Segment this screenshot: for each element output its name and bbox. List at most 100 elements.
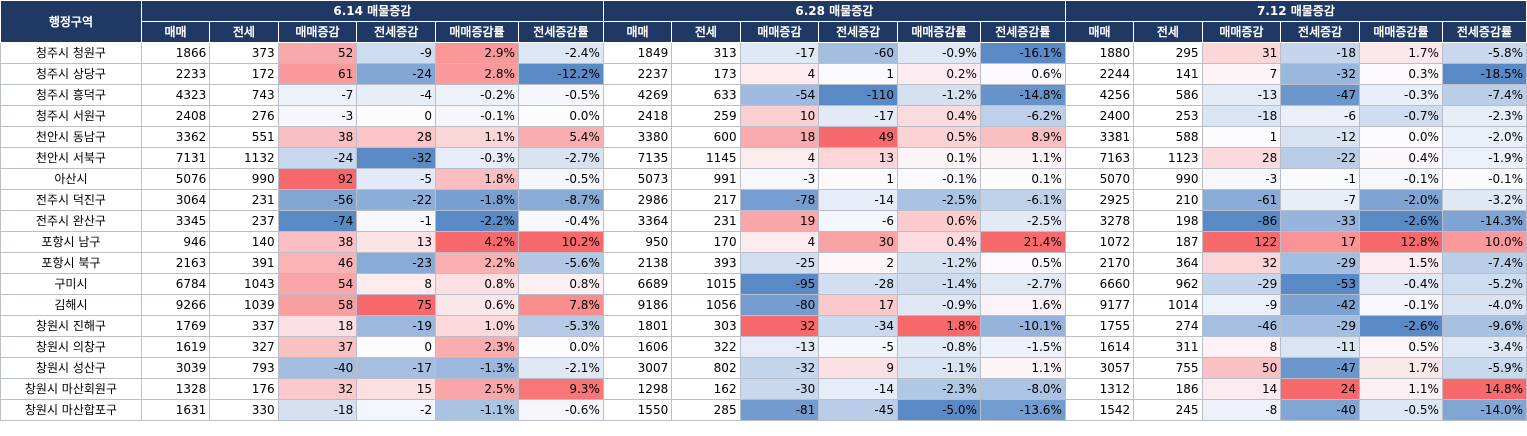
jeonse-change-cell: -53 (1280, 273, 1360, 295)
sale-change-cell: -13 (739, 336, 820, 358)
table-body: 청주시 청원구 1866 373 52 -9 2.9% -2.4% 1849 313 -17 -60… (0, 42, 1527, 421)
group-header-0614: 6.14 매물증감 (140, 0, 604, 22)
jeonse-change-cell: -19 (356, 315, 437, 337)
region-cell: 창원시 진해구 (0, 315, 142, 337)
jeonse-rate-cell: 1.6% (979, 294, 1066, 316)
sale-rate-cell: 0.6% (435, 294, 519, 316)
sale-rate-cell: -0.3% (435, 147, 519, 169)
jeonse-cell: 1123 (1133, 147, 1203, 169)
jeonse-cell: 187 (1133, 231, 1203, 253)
jeonse-change-cell: -2 (356, 399, 437, 421)
jeonse-change-cell: -32 (356, 147, 437, 169)
jeonse-rate-cell: -0.6% (517, 399, 604, 421)
sale-cell: 5076 (140, 168, 211, 190)
jeonse-change-cell: 8 (356, 273, 437, 295)
sale-rate-cell: -2.6% (1359, 210, 1443, 232)
col-header-jeonse-change: 전세증감 (818, 21, 899, 43)
col-header-sale-count: 매매 (1064, 21, 1135, 43)
sale-change-cell: -40 (277, 357, 358, 379)
sale-rate-cell: 0.5% (1359, 336, 1443, 358)
sale-change-cell: -9 (1201, 294, 1282, 316)
sale-change-cell: 38 (277, 126, 358, 148)
jeonse-rate-cell: -5.3% (517, 315, 604, 337)
sale-change-cell: -86 (1201, 210, 1282, 232)
sale-change-cell: -56 (277, 189, 358, 211)
region-cell: 김해시 (0, 294, 142, 316)
sale-cell: 6689 (602, 273, 673, 295)
jeonse-rate-cell: -9.6% (1441, 315, 1527, 337)
jeonse-rate-cell: 7.8% (517, 294, 604, 316)
sale-cell: 2925 (1064, 189, 1135, 211)
sale-rate-cell: -1.1% (435, 399, 519, 421)
sale-rate-cell: -1.2% (897, 84, 981, 106)
region-header: 행정구역 (0, 0, 142, 43)
sale-rate-cell: 0.1% (897, 147, 981, 169)
jeonse-rate-cell: -7.4% (1441, 252, 1527, 274)
sale-change-cell: 18 (739, 126, 820, 148)
jeonse-change-cell: -110 (818, 84, 899, 106)
listing-change-table: 행정구역 6.14 매물증감 6.28 매물증감 7.12 매물증감 매매 전세 매… (0, 0, 1527, 421)
sale-change-cell: 19 (739, 210, 820, 232)
sale-cell: 2400 (1064, 105, 1135, 127)
sale-rate-cell: 0.4% (897, 231, 981, 253)
jeonse-change-cell: -4 (356, 84, 437, 106)
region-cell: 천안시 동남구 (0, 126, 142, 148)
jeonse-cell: 140 (209, 231, 279, 253)
jeonse-change-cell: 9 (818, 357, 899, 379)
jeonse-cell: 198 (1133, 210, 1203, 232)
sale-cell: 1631 (140, 399, 211, 421)
col-header-jeonse-change: 전세증감 (356, 21, 437, 43)
sale-rate-cell: -1.3% (435, 357, 519, 379)
region-cell: 청주시 상당구 (0, 63, 142, 85)
jeonse-change-cell: 75 (356, 294, 437, 316)
jeonse-rate-cell: -2.4% (517, 42, 604, 64)
sale-change-cell: 14 (1201, 378, 1282, 400)
jeonse-rate-cell: -4.0% (1441, 294, 1527, 316)
sale-rate-cell: -0.8% (897, 336, 981, 358)
jeonse-cell: 231 (671, 210, 741, 232)
jeonse-cell: 990 (1133, 168, 1203, 190)
sale-rate-cell: 1.5% (1359, 252, 1443, 274)
sale-rate-cell: 4.2% (435, 231, 519, 253)
table-row: 전주시 완산구 3345 237 -74 -1 -2.2% -0.4% 3364 231 19 -6… (0, 210, 1527, 232)
jeonse-change-cell: 1 (818, 63, 899, 85)
sale-cell: 3381 (1064, 126, 1135, 148)
sale-rate-cell: -1.1% (897, 357, 981, 379)
col-header-jeonse-change-rate: 전세증감률 (979, 21, 1066, 43)
jeonse-cell: 313 (671, 42, 741, 64)
sale-cell: 946 (140, 231, 211, 253)
jeonse-rate-cell: -2.3% (1441, 105, 1527, 127)
jeonse-cell: 253 (1133, 105, 1203, 127)
jeonse-cell: 393 (671, 252, 741, 274)
jeonse-cell: 259 (671, 105, 741, 127)
sale-change-cell: -7 (277, 84, 358, 106)
jeonse-rate-cell: 10.2% (517, 231, 604, 253)
sale-change-cell: -3 (277, 105, 358, 127)
sale-cell: 7163 (1064, 147, 1135, 169)
table-row: 창원시 마산합포구 1631 330 -18 -2 -1.1% -0.6% 1550 285 -8… (0, 399, 1527, 421)
table-row: 창원시 성산구 3039 793 -40 -17 -1.3% -2.1% 3007 802 -32… (0, 357, 1527, 379)
sale-cell: 3278 (1064, 210, 1135, 232)
jeonse-rate-cell: -10.1% (979, 315, 1066, 337)
jeonse-rate-cell: 0.1% (979, 168, 1066, 190)
jeonse-change-cell: 24 (1280, 378, 1360, 400)
sale-rate-cell: -2.2% (435, 210, 519, 232)
region-cell: 창원시 마산회원구 (0, 378, 142, 400)
jeonse-change-cell: -32 (1280, 63, 1360, 85)
sale-change-cell: -74 (277, 210, 358, 232)
jeonse-cell: 276 (209, 105, 279, 127)
jeonse-cell: 141 (1133, 63, 1203, 85)
sale-change-cell: 50 (1201, 357, 1282, 379)
sale-cell: 1619 (140, 336, 211, 358)
jeonse-rate-cell: -6.2% (979, 105, 1066, 127)
sale-cell: 6660 (1064, 273, 1135, 295)
sale-change-cell: 8 (1201, 336, 1282, 358)
jeonse-rate-cell: -8.0% (979, 378, 1066, 400)
sale-rate-cell: 0.6% (897, 210, 981, 232)
jeonse-change-cell: 17 (1280, 231, 1360, 253)
sale-rate-cell: 2.5% (435, 378, 519, 400)
jeonse-change-cell: 17 (818, 294, 899, 316)
sale-rate-cell: 1.7% (1359, 42, 1443, 64)
region-cell: 청주시 서원구 (0, 105, 142, 127)
sale-change-cell: -32 (739, 357, 820, 379)
